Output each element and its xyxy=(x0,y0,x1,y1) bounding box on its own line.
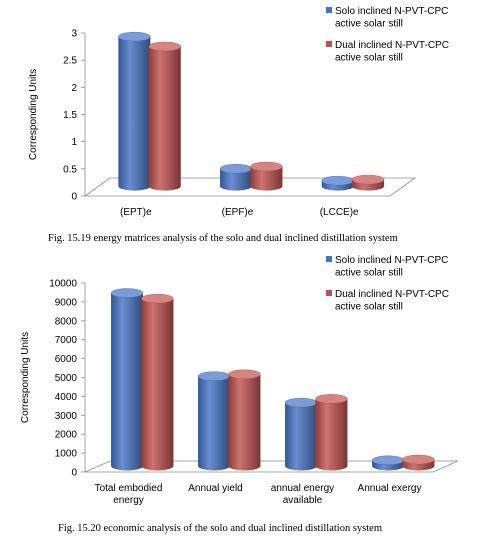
y-tick-label: 1 xyxy=(71,137,77,148)
y-axis-title: Corresponding Units xyxy=(20,332,31,423)
x-tick-label-line: (LCCE)e xyxy=(320,207,359,218)
y-axis-title: Corresponding Units xyxy=(28,69,39,160)
legend-swatch xyxy=(326,256,332,262)
bar-cap xyxy=(315,394,348,404)
bar-body xyxy=(148,46,181,191)
legend-label-line: Solo inclined N-PVT-CPC xyxy=(335,255,448,266)
chart-1: 0 0.5 1 1.5 2 2.5 3 Corresponding Units (EPT)e (E… xyxy=(28,6,449,244)
legend-label: Solo inclined N-PVT-CPC active solar stil… xyxy=(335,255,448,279)
y-tick-label: 0 xyxy=(71,468,77,479)
y-tick-label: 6000 xyxy=(55,354,78,365)
bar-s1-c4 xyxy=(371,455,405,471)
bar-cap xyxy=(250,161,283,172)
bar-s2-c3 xyxy=(315,394,348,471)
x-tick-label-line: Total embodied xyxy=(95,483,163,494)
y-tick-label: 0 xyxy=(71,192,77,203)
x-tick-label-line: annual energy xyxy=(271,483,334,494)
x-tick-label: Annual exergy xyxy=(358,483,422,494)
bar-body xyxy=(315,398,348,471)
x-tick-label: (EPT)e xyxy=(120,207,152,218)
y-tick-label: 2 xyxy=(71,83,77,94)
bar-cap xyxy=(219,164,253,174)
x-tick-label-line: Annual yield xyxy=(188,483,242,494)
y-tick-label: 8000 xyxy=(55,316,78,327)
x-tick-label-line: energy xyxy=(113,495,144,506)
legend-label-line: Dual inclined N-PVT-CPC xyxy=(335,289,449,300)
x-tick-label-line: Annual exergy xyxy=(358,483,422,494)
bar-s1-c2 xyxy=(197,371,231,471)
bar-cap xyxy=(141,293,174,304)
y-tick-label: 3000 xyxy=(55,411,78,422)
x-tick-label: (LCCE)e xyxy=(320,207,359,218)
bar-s2-c4 xyxy=(402,454,435,471)
figure-caption: Fig. 15.19 energy matrices analysis of t… xyxy=(48,233,398,244)
legend-label-line: active solar still xyxy=(335,268,403,279)
x-tick-label: annual energy available xyxy=(271,483,334,506)
x-tick-label: Total embodied energy xyxy=(95,483,163,506)
legend-label: Dual inclined N-PVT-CPC active solar stil… xyxy=(335,40,449,64)
x-tick-label: (EPF)e xyxy=(222,207,254,218)
bar-cap xyxy=(118,31,151,42)
legend-swatch xyxy=(326,290,332,296)
legend-swatch xyxy=(326,7,332,13)
bar-cap xyxy=(371,455,405,465)
x-tick-label: Annual yield xyxy=(188,483,242,494)
legend-label-line: active solar still xyxy=(335,302,403,313)
chart-2: 0 1000 2000 3000 4000 5000 6000 7000 8000 9000 100… xyxy=(20,255,459,534)
x-tick-label-line: available xyxy=(283,495,323,506)
bar-cap xyxy=(351,174,385,185)
bar-s2-c2 xyxy=(228,369,261,471)
legend-label-line: active solar still xyxy=(335,53,403,64)
legend-label-line: Dual inclined N-PVT-CPC xyxy=(335,40,449,51)
bar-cap xyxy=(148,41,181,52)
bar-s2-c2 xyxy=(250,161,283,191)
y-tick-label: 1000 xyxy=(55,449,78,460)
legend-label: Solo inclined N-PVT-CPC active solar stil… xyxy=(335,6,448,30)
bar-cap xyxy=(110,288,144,298)
bar-body xyxy=(228,374,261,471)
bar-cap xyxy=(402,454,435,465)
bar-body xyxy=(141,298,174,471)
y-tick-label: 2000 xyxy=(55,430,78,441)
y-tick-label: 1.5 xyxy=(63,110,77,121)
bar-s1-c2 xyxy=(219,164,253,191)
bar-cap xyxy=(321,175,354,186)
bar-s2-c3 xyxy=(351,174,385,191)
bar-cap xyxy=(197,371,231,381)
x-tick-label-line: (EPF)e xyxy=(222,207,254,218)
bar-s2-c1 xyxy=(141,293,174,471)
figure-caption: Fig. 15.20 economic analysis of the solo… xyxy=(58,523,382,534)
bar-body xyxy=(220,168,253,191)
y-tick-label: 9000 xyxy=(55,297,78,308)
y-tick-label: 7000 xyxy=(55,335,78,346)
bar-cap xyxy=(228,369,261,379)
bar-s1-c1 xyxy=(110,288,144,471)
bar-s2-c1 xyxy=(148,41,181,191)
x-tick-label-line: (EPT)e xyxy=(120,207,152,218)
bar-body xyxy=(198,376,231,471)
y-tick-label: 3 xyxy=(71,29,77,40)
chart-floor xyxy=(84,460,459,473)
bar-body xyxy=(250,166,283,191)
bar-s1-c3 xyxy=(284,397,318,471)
bar-body xyxy=(111,293,144,471)
y-tick-label: 10000 xyxy=(49,279,77,290)
bar-s1-c3 xyxy=(321,175,354,191)
bar-body xyxy=(285,402,318,471)
y-tick-label: 4000 xyxy=(55,392,78,403)
bar-cap xyxy=(284,397,318,408)
bar-s1-c1 xyxy=(118,31,151,191)
y-tick-label: 2.5 xyxy=(63,56,77,67)
legend-label-line: active solar still xyxy=(335,19,403,30)
legend-label: Dual inclined N-PVT-CPC active solar stil… xyxy=(335,289,449,313)
legend-swatch xyxy=(326,41,332,47)
bar-body xyxy=(118,36,151,191)
y-tick-label: 0.5 xyxy=(63,164,77,175)
legend-label-line: Solo inclined N-PVT-CPC xyxy=(335,6,448,17)
y-tick-label: 5000 xyxy=(55,373,78,384)
